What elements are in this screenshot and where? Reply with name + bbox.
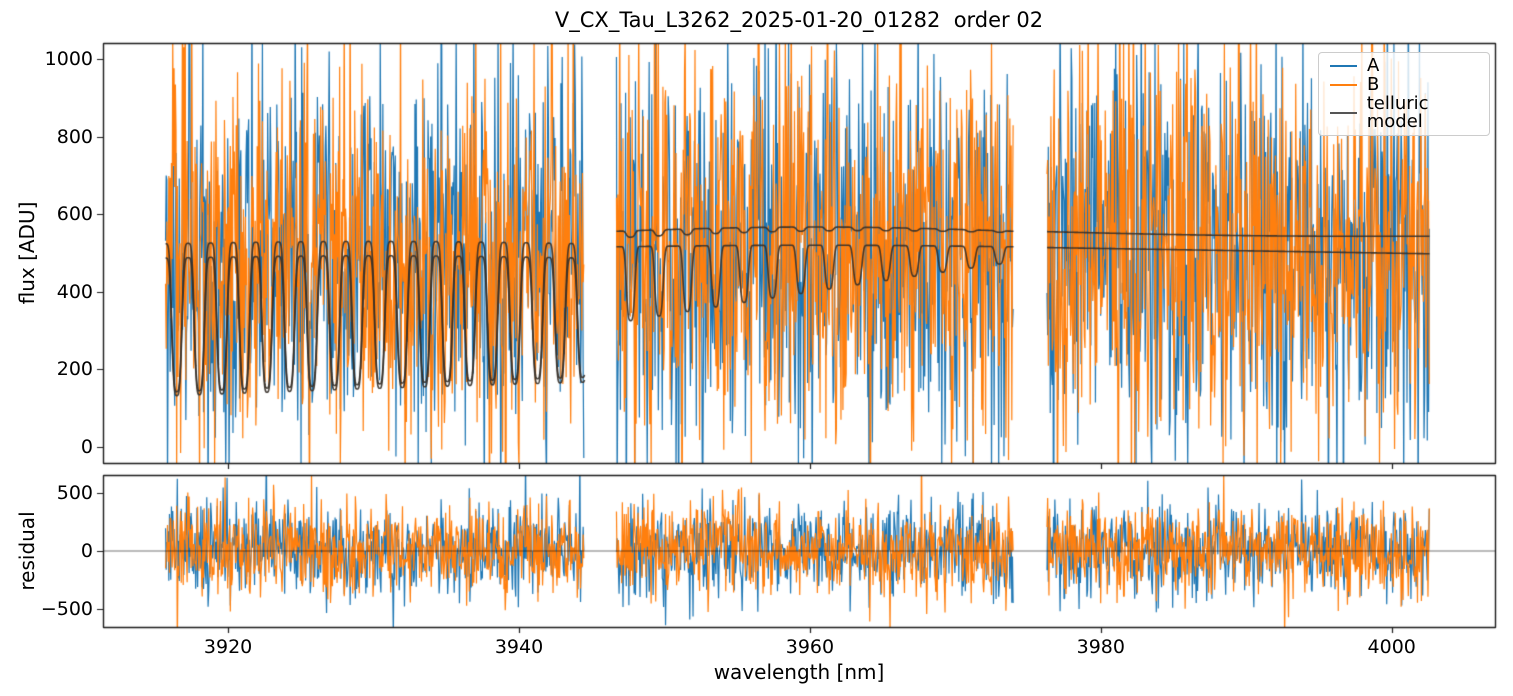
x-tick-label: 3940 [494, 636, 544, 658]
legend-item-b: B [1319, 73, 1489, 95]
residual-tick-label: −500 [40, 598, 93, 620]
x-tick-label: 3980 [1076, 636, 1125, 658]
residual-tick-label: 500 [56, 481, 93, 504]
plot-title: V_CX_Tau_L3262_2025-01-20_01282 order 02 [554, 8, 1044, 32]
legend: A B telluric model [1318, 52, 1490, 136]
flux-tick-label: 400 [56, 280, 93, 303]
residual-tick-label: 0 [80, 540, 93, 562]
flux-tick-label: 200 [56, 358, 93, 381]
legend-label-b: B [1367, 73, 1380, 95]
x-tick-label: 3920 [203, 636, 253, 658]
x-tick-label: 3960 [785, 636, 835, 658]
wavelength-axis-label: wavelength [nm] [713, 660, 885, 684]
flux-tick-label: 0 [80, 436, 93, 459]
legend-item-telluric: telluric model [1319, 95, 1489, 131]
flux-tick-label: 800 [56, 125, 93, 148]
residual-axis-label: residual [15, 511, 39, 591]
series-b-line-sample [1330, 83, 1357, 86]
flux-axis-label: flux [ADU] [15, 201, 39, 305]
series-a-line-sample [1330, 64, 1357, 67]
flux-tick-label: 1000 [44, 47, 93, 70]
flux-tick-label: 600 [56, 203, 93, 226]
legend-label-a: A [1367, 54, 1380, 76]
legend-label-telluric: telluric model [1366, 93, 1429, 133]
x-tick-label: 4000 [1367, 636, 1416, 658]
telluric-model-line-sample [1330, 112, 1357, 115]
legend-item-a: A [1319, 54, 1489, 76]
